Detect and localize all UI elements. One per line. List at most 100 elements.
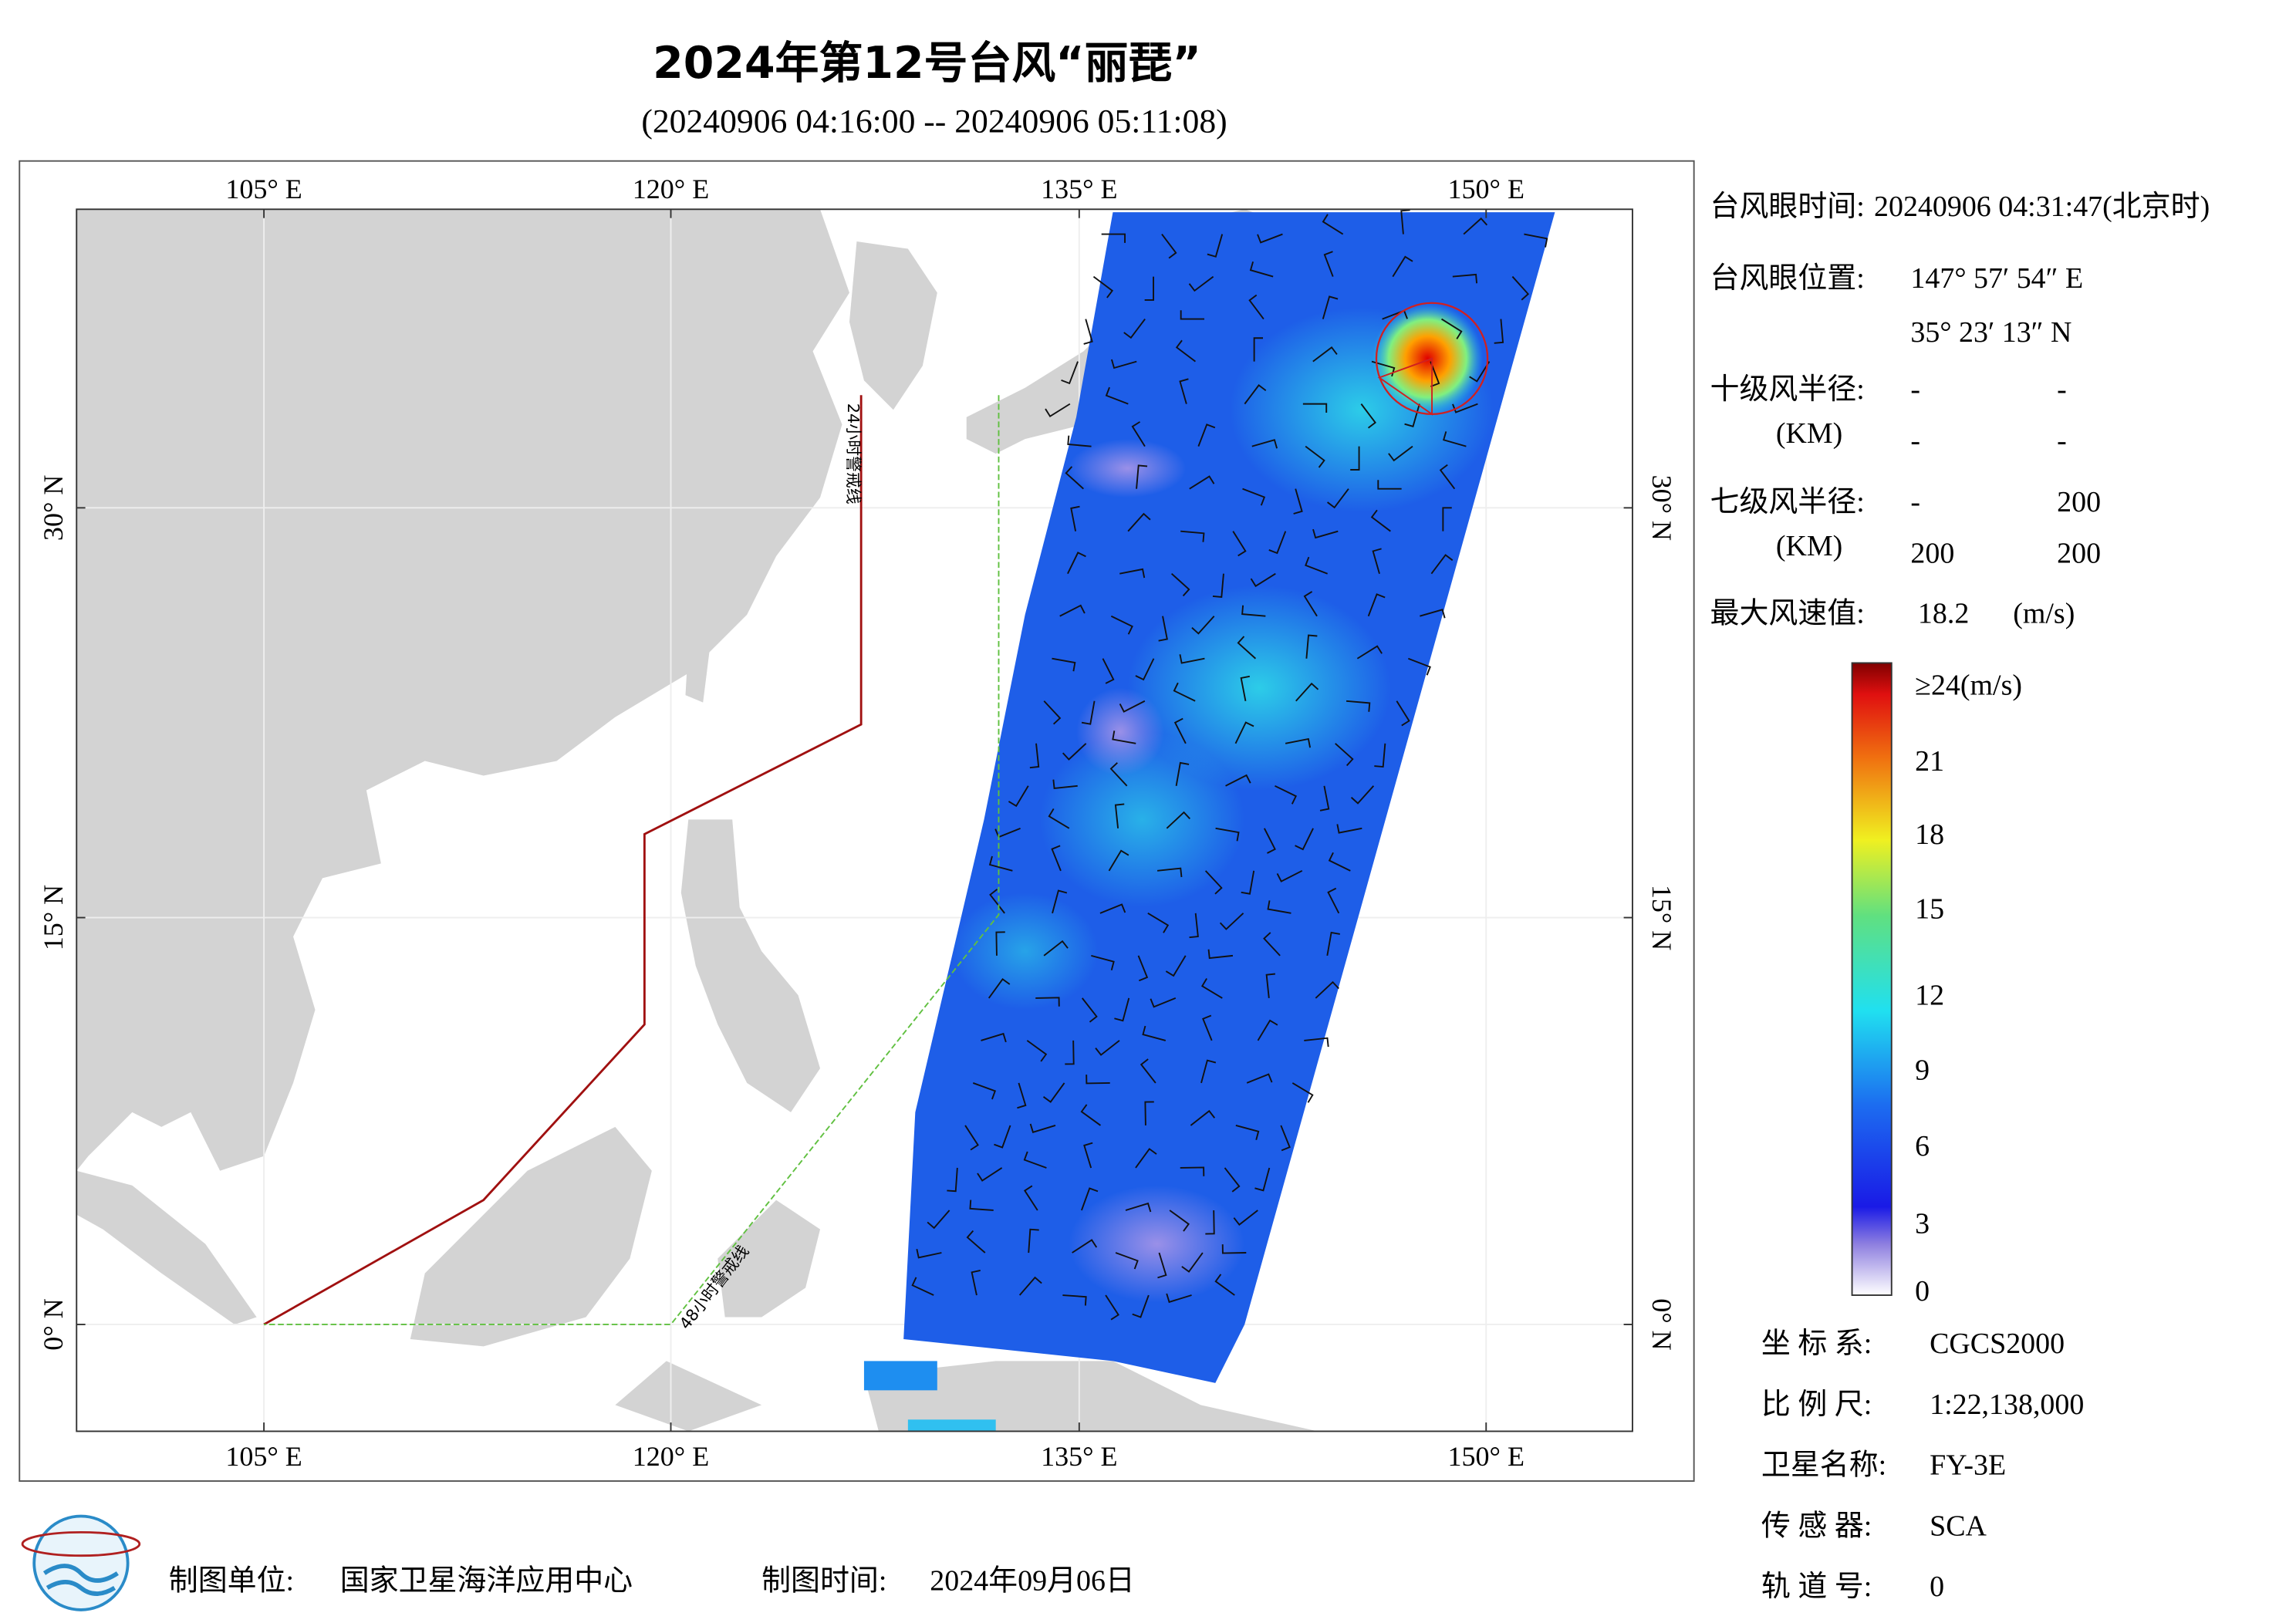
wind-barb	[1219, 913, 1244, 930]
wind-barb	[1356, 645, 1383, 660]
meta-label: 传 感 器:	[1761, 1510, 1872, 1542]
wind-barb	[1303, 591, 1318, 617]
wind-barb	[1249, 262, 1274, 278]
wind-barb	[1265, 973, 1276, 998]
wind-barb	[1052, 779, 1078, 790]
r7-value: 200	[2057, 538, 2101, 570]
wind-barb	[969, 1200, 994, 1211]
wind-barb	[1295, 682, 1319, 702]
wind-barb	[1105, 1294, 1119, 1321]
wind-barb	[1052, 889, 1068, 914]
wind-barb	[1070, 505, 1080, 531]
wind-barb	[1257, 1019, 1278, 1041]
eye-lon: 147° 57′ 54″ E	[1910, 262, 2083, 295]
info-panel: 台风眼时间: 20240906 04:31:47(北京时) 台风眼位置: 147…	[1710, 191, 2210, 629]
wind-barb	[1452, 403, 1478, 413]
wind-barb	[1205, 1210, 1215, 1235]
colorbar-label: 15	[1915, 893, 1944, 926]
max-wind-label: 最大风速值:	[1710, 597, 1865, 629]
wind-barb	[1202, 1014, 1213, 1041]
wind-barb	[1267, 900, 1292, 914]
colorbar-label: 12	[1915, 980, 1944, 1012]
wind-barb	[1023, 1185, 1038, 1211]
wind-barb	[1524, 233, 1548, 248]
wind-barb	[916, 1248, 942, 1259]
wind-barb	[1147, 913, 1170, 933]
r7-value: -	[1910, 486, 1920, 518]
wind-barb	[1023, 1151, 1047, 1169]
wind-barb	[1119, 568, 1146, 579]
warning-line-24h	[263, 395, 863, 1326]
wind-barb	[1319, 785, 1330, 812]
map-frame	[76, 208, 1633, 1432]
wind-barb	[1065, 466, 1084, 490]
r10-value: -	[1910, 373, 1920, 406]
footer-time-label: 制图时间:	[761, 1564, 886, 1597]
wind-barb	[1305, 445, 1325, 468]
wind-barb	[1119, 700, 1146, 713]
wind-barb	[1232, 531, 1247, 557]
wind-barb	[1112, 731, 1136, 744]
meta-label: 卫星名称:	[1761, 1449, 1886, 1482]
wind-barb	[1420, 609, 1446, 619]
axes: 105° E 105° E 120° E 120° E 135° E 135° E 150°…	[38, 174, 1677, 1472]
wind-barb	[972, 1082, 997, 1100]
wind-barb	[1081, 1187, 1099, 1211]
wind-barb	[1400, 209, 1410, 235]
wind-barb	[1166, 1293, 1192, 1304]
wind-barb	[1246, 1073, 1273, 1084]
wind-barb	[1173, 682, 1196, 702]
wind-barb	[1029, 1123, 1056, 1134]
wind-barb	[1237, 636, 1257, 660]
wind-barb	[1257, 233, 1283, 244]
wind-barb	[988, 978, 1011, 999]
r10-value: -	[1910, 425, 1920, 457]
wind-barb	[1029, 743, 1040, 769]
wind-barb	[1166, 811, 1190, 829]
wind-barb	[1043, 940, 1069, 957]
wind-barb	[1304, 1037, 1329, 1048]
lon-label: 105° E	[225, 174, 302, 204]
wind-barb	[1204, 870, 1223, 895]
wind-barb	[977, 1167, 1003, 1182]
wind-barb	[1221, 1244, 1247, 1254]
wind-barb	[1018, 1276, 1042, 1296]
subtitle: (20240906 04:16:00 -- 20240906 05:11:08)	[641, 103, 1227, 140]
wind-barb	[1111, 359, 1137, 369]
wind-barb	[1123, 319, 1146, 339]
meta-value: CGCS2000	[1930, 1328, 2065, 1360]
r10-label: 十级风半径:	[1710, 373, 1865, 406]
lat-label: 15° N	[1646, 885, 1677, 950]
wind-barb	[1105, 386, 1129, 405]
lon-label: 105° E	[225, 1441, 302, 1472]
colorbar-label: 9	[1915, 1054, 1930, 1086]
wind-barb	[1312, 346, 1338, 363]
wind-barb	[1276, 869, 1303, 882]
colorbar-labels: ≥24(m/s) 21 18 15 12 9 6 3 0	[1915, 669, 2022, 1307]
wind-barb	[1214, 1274, 1235, 1296]
lon-label: 120° E	[633, 1441, 709, 1472]
wind-barb	[1114, 803, 1125, 828]
wind-barb	[1392, 255, 1413, 278]
lon-label: 135° E	[1041, 174, 1117, 204]
wind-barb	[1180, 310, 1205, 320]
wind-barb	[1305, 634, 1318, 659]
wind-barb	[1081, 997, 1098, 1023]
wind-barb	[947, 1167, 958, 1193]
wind-barb	[1052, 657, 1076, 672]
wind-barb	[1125, 1202, 1152, 1213]
wind-barb	[966, 1230, 986, 1254]
wind-barb	[911, 1277, 934, 1296]
meta-value: 0	[1930, 1571, 1944, 1603]
wind-barb	[1374, 743, 1386, 768]
wind-barb	[1377, 480, 1402, 490]
wind-barb	[1091, 954, 1115, 970]
r10-unit: (KM)	[1776, 417, 1842, 450]
wind-barb	[1059, 604, 1086, 617]
wind-barb	[1144, 276, 1154, 301]
wind-barb	[1242, 488, 1266, 506]
wind-barb	[1008, 785, 1029, 808]
wind-barb	[1302, 403, 1328, 413]
